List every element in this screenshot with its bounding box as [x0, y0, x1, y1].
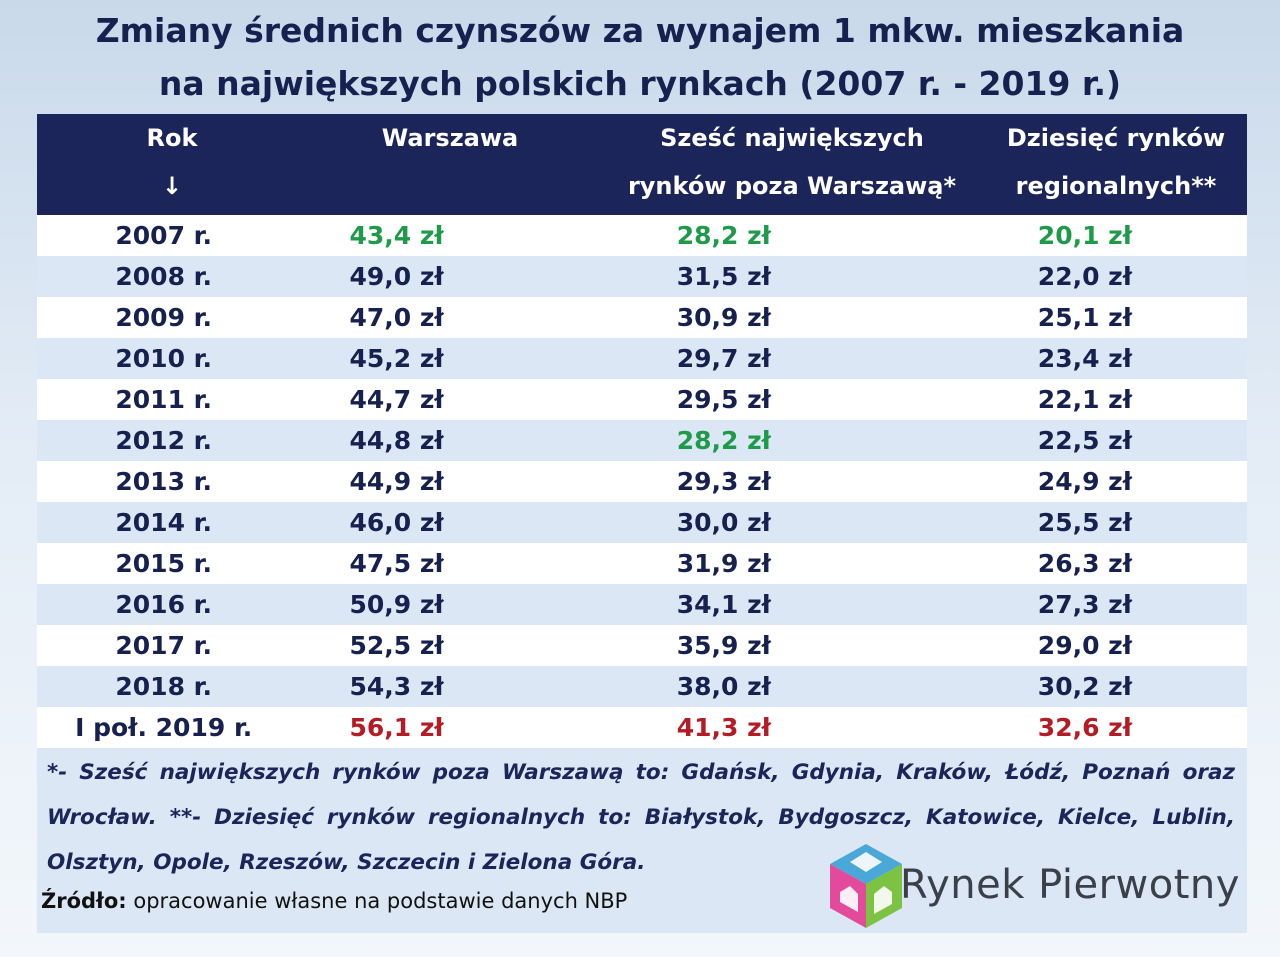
header-szesc-rynkow: Sześć największych rynków poza Warszawą* [627, 124, 957, 200]
house-cube-icon [830, 844, 902, 928]
cell-dziesiec-rynkow: 32,6 zł [1037, 713, 1133, 742]
rent-table: Rok ↓ Warszawa Sześć największych rynków… [37, 114, 1247, 933]
cell-warszawa: 50,9 zł [349, 590, 444, 619]
table-row: 2012 r. 44,8 zł 28,2 zł 22,5 zł [37, 420, 1247, 461]
table-footer: *- Sześć największych rynków poza Warsza… [37, 748, 1247, 933]
cell-dziesiec-rynkow: 29,0 zł [1037, 631, 1133, 660]
header-rok: Rok ↓ [37, 114, 307, 210]
cell-warszawa: 44,9 zł [349, 467, 444, 496]
footnotes: *- Sześć największych rynków poza Warsza… [47, 760, 1235, 875]
cell-szesc-rynkow: 30,9 zł [676, 303, 771, 332]
cell-szesc-rynkow: 35,9 zł [676, 631, 771, 660]
source-label: Źródło: [41, 889, 127, 913]
title-line-2: na największych polskich rynkach (2007 r… [158, 64, 1122, 103]
cell-szesc-rynkow: 30,0 zł [676, 508, 771, 537]
table-row: 2015 r. 47,5 zł 31,9 zł 26,3 zł [37, 543, 1247, 584]
cell-szesc-rynkow: 31,9 zł [676, 549, 771, 578]
arrow-down-icon: ↓ [161, 172, 183, 200]
cell-warszawa: 46,0 zł [349, 508, 444, 537]
cell-warszawa: 44,7 zł [349, 385, 444, 414]
cell-year: 2015 r. [115, 549, 212, 578]
cell-dziesiec-rynkow: 22,1 zł [1037, 385, 1133, 414]
cell-warszawa: 49,0 zł [349, 262, 444, 291]
cell-year: I poł. 2019 r. [75, 713, 253, 742]
logo-text: Rynek Pierwotny [900, 862, 1240, 908]
cell-szesc-rynkow: 38,0 zł [676, 672, 771, 701]
source-text: opracowanie własne na podstawie danych N… [133, 889, 628, 913]
table-row: I poł. 2019 r. 56,1 zł 41,3 zł 32,6 zł [37, 707, 1247, 748]
cell-szesc-rynkow: 28,2 zł [676, 426, 771, 455]
cell-szesc-rynkow: 31,5 zł [676, 262, 771, 291]
table-row: 2011 r. 44,7 zł 29,5 zł 22,1 zł [37, 379, 1247, 420]
cell-warszawa: 45,2 zł [349, 344, 444, 373]
table-row: 2013 r. 44,9 zł 29,3 zł 24,9 zł [37, 461, 1247, 502]
cell-year: 2007 r. [115, 221, 212, 250]
table-row: 2010 r. 45,2 zł 29,7 zł 23,4 zł [37, 338, 1247, 379]
cell-warszawa: 54,3 zł [349, 672, 444, 701]
cell-year: 2011 r. [115, 385, 212, 414]
cell-warszawa: 47,5 zł [349, 549, 444, 578]
source-note: Źródło: opracowanie własne na podstawie … [41, 886, 627, 916]
table-row: 2017 r. 52,5 zł 35,9 zł 29,0 zł [37, 625, 1247, 666]
cell-dziesiec-rynkow: 20,1 zł [1037, 221, 1133, 250]
table-body: 2007 r. 43,4 zł 28,2 zł 20,1 zł 2008 r. 49,0 … [37, 215, 1247, 748]
header-rok-label: Rok [146, 124, 198, 152]
cell-dziesiec-rynkow: 24,9 zł [1037, 467, 1133, 496]
table-row: 2014 r. 46,0 zł 30,0 zł 25,5 zł [37, 502, 1247, 543]
cell-dziesiec-rynkow: 23,4 zł [1037, 344, 1133, 373]
cell-szesc-rynkow: 34,1 zł [676, 590, 771, 619]
table-row: 2016 r. 50,9 zł 34,1 zł 27,3 zł [37, 584, 1247, 625]
table-row: 2018 r. 54,3 zł 38,0 zł 30,2 zł [37, 666, 1247, 707]
cell-szesc-rynkow: 29,7 zł [676, 344, 771, 373]
table-row: 2009 r. 47,0 zł 30,9 zł 25,1 zł [37, 297, 1247, 338]
page-title: Zmiany średnich czynszów za wynajem 1 mk… [0, 4, 1280, 110]
cell-year: 2016 r. [115, 590, 212, 619]
cell-szesc-rynkow: 41,3 zł [676, 713, 771, 742]
title-line-1: Zmiany średnich czynszów za wynajem 1 mk… [95, 11, 1185, 50]
cell-dziesiec-rynkow: 30,2 zł [1037, 672, 1133, 701]
cell-year: 2009 r. [115, 303, 212, 332]
cell-szesc-rynkow: 29,5 zł [676, 385, 771, 414]
cell-warszawa: 44,8 zł [349, 426, 444, 455]
cell-dziesiec-rynkow: 27,3 zł [1037, 590, 1133, 619]
cell-year: 2018 r. [115, 672, 212, 701]
cell-szesc-rynkow: 28,2 zł [676, 221, 771, 250]
table-header: Rok ↓ Warszawa Sześć największych rynków… [37, 114, 1247, 215]
cell-dziesiec-rynkow: 26,3 zł [1037, 549, 1133, 578]
table-row: 2007 r. 43,4 zł 28,2 zł 20,1 zł [37, 215, 1247, 256]
cell-warszawa: 43,4 zł [349, 221, 444, 250]
header-warszawa: Warszawa [381, 124, 519, 152]
cell-dziesiec-rynkow: 22,5 zł [1037, 426, 1133, 455]
cell-dziesiec-rynkow: 25,1 zł [1037, 303, 1133, 332]
cell-dziesiec-rynkow: 22,0 zł [1037, 262, 1133, 291]
cell-dziesiec-rynkow: 25,5 zł [1037, 508, 1133, 537]
table-row: 2008 r. 49,0 zł 31,5 zł 22,0 zł [37, 256, 1247, 297]
cell-year: 2014 r. [115, 508, 212, 537]
cell-year: 2012 r. [115, 426, 212, 455]
cell-year: 2008 r. [115, 262, 212, 291]
cell-warszawa: 56,1 zł [349, 713, 444, 742]
cell-year: 2017 r. [115, 631, 212, 660]
cell-warszawa: 52,5 zł [349, 631, 444, 660]
cell-warszawa: 47,0 zł [349, 303, 444, 332]
cell-szesc-rynkow: 29,3 zł [676, 467, 771, 496]
cell-year: 2013 r. [115, 467, 212, 496]
header-dziesiec-rynkow: Dziesięć rynków regionalnych** [1006, 124, 1226, 200]
cell-year: 2010 r. [115, 344, 212, 373]
